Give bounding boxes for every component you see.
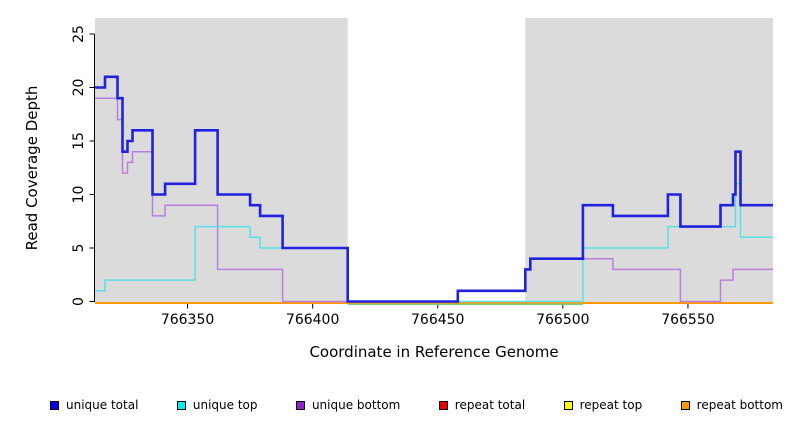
legend-swatch-unique-bottom [295,400,305,410]
legend-item-unique-total: unique total [50,399,138,411]
y-tick-label: 5 [71,244,87,253]
legend-item-unique-bottom: unique bottom [295,398,401,412]
legend-item-repeat-total: repeat total [438,398,526,412]
axes: 0 5 10 15 20 25 766350 766400 766450 766500 766550 [71,25,773,328]
y-tick-label: 25 [71,25,87,43]
y-axis-label: Read Coverage Depth [23,86,41,251]
legend-label-repeat-bottom: repeat bottom [696,398,783,412]
x-tick-label: 766450 [411,312,464,328]
unique-total-line [95,75,773,303]
legend: unique total unique top unique bottom repea… [50,399,783,411]
shaded-panels [95,18,773,304]
legend-swatch-unique-total [50,400,59,410]
y-tick-label: 20 [71,79,87,97]
x-tick-label: 766400 [286,312,339,328]
x-tick-label: 766550 [661,312,714,328]
shaded-region-left [95,18,348,304]
y-tick-label: 0 [71,297,87,306]
legend-label-repeat-top: repeat top [579,398,643,412]
unique-bottom-line [95,97,773,303]
legend-label-unique-bottom: unique bottom [311,398,401,412]
legend-item-repeat-bottom: repeat bottom [680,398,783,412]
y-tick-label: 15 [71,132,87,150]
legend-item-repeat-top: repeat top [563,398,643,412]
x-axis-label: Coordinate in Reference Genome [309,343,558,361]
legend-swatch-unique-top [176,400,186,410]
x-tick-label: 766350 [161,312,214,328]
legend-label-unique-total: unique total [66,398,139,412]
x-tick-label: 766500 [536,312,589,328]
shaded-region-right [525,18,773,304]
legend-swatch-repeat-bottom [680,400,690,410]
y-tick-label: 10 [71,186,87,204]
legend-swatch-repeat-top [563,400,573,410]
series-lines [95,75,773,305]
legend-label-unique-top: unique top [192,398,258,412]
legend-label-repeat-total: repeat total [454,398,526,412]
legend-item-unique-top: unique top [176,398,258,412]
legend-swatch-repeat-total [438,400,448,410]
